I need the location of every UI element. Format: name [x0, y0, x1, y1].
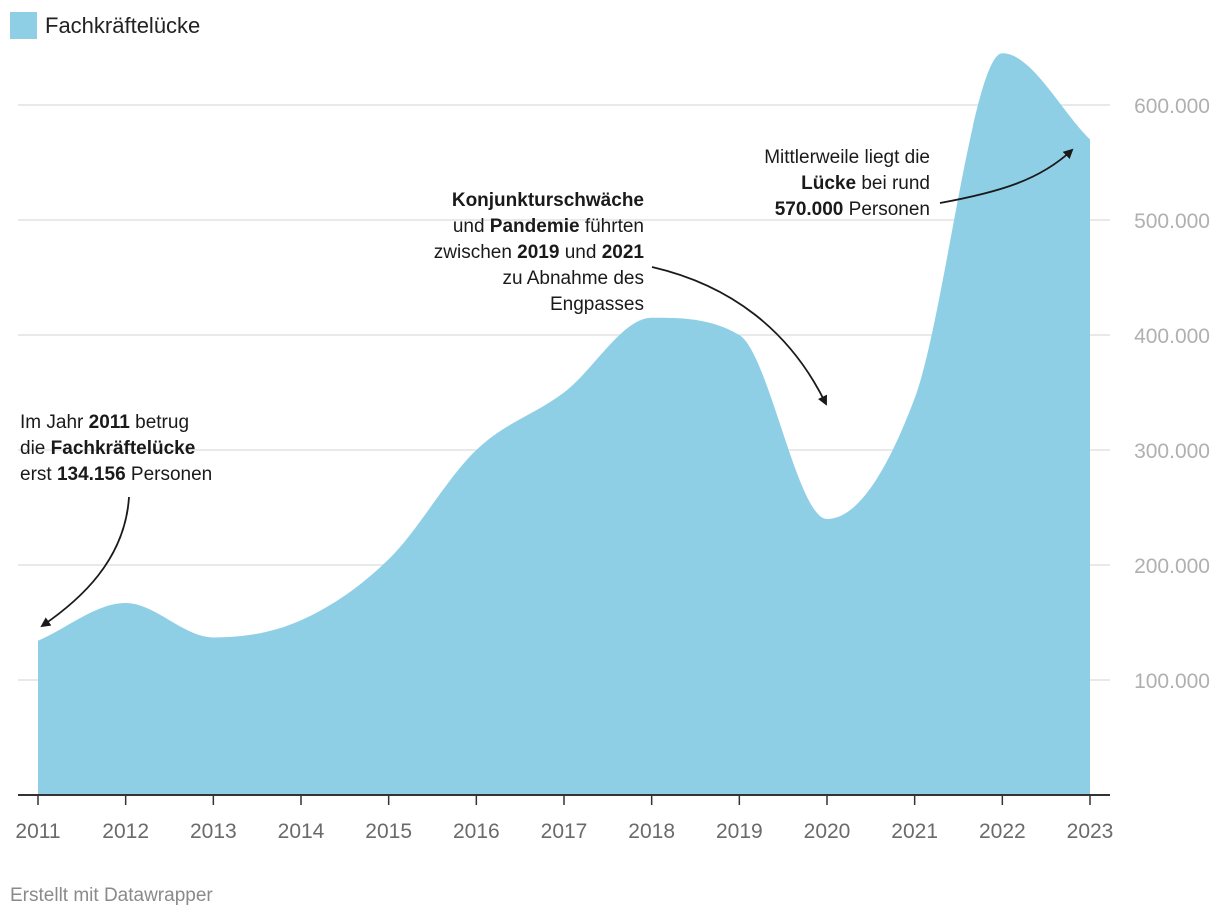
- y-tick-label: 400.000: [1134, 325, 1210, 348]
- x-tick-label: 2013: [190, 820, 237, 843]
- arrow-2023: [939, 148, 1074, 204]
- annotation-2023: Mittlerweile liegt die Lücke bei rund 57…: [764, 147, 930, 220]
- x-tick-label: 2018: [628, 820, 675, 843]
- y-tick-label: 500.000: [1134, 210, 1210, 233]
- x-tick-label: 2014: [278, 820, 325, 843]
- annotation-2019: Konjunkturschwäche und Pandemie führten …: [433, 190, 644, 315]
- arrow-2011: [40, 496, 130, 628]
- x-tick-label: 2019: [716, 820, 763, 843]
- footer-credit: Erstellt mit Datawrapper: [10, 885, 213, 906]
- legend-swatch: [10, 12, 37, 39]
- x-tick-label: 2017: [541, 820, 588, 843]
- x-tick-label: 2021: [891, 820, 938, 843]
- y-tick-label: 600.000: [1134, 95, 1210, 118]
- arrow-2019: [651, 266, 827, 406]
- y-tick-label: 300.000: [1134, 440, 1210, 463]
- x-tick-label: 2012: [102, 820, 149, 843]
- x-tick-label: 2022: [979, 820, 1026, 843]
- area-layer: [38, 53, 1090, 795]
- area-series-fachkraefteluecke: [38, 53, 1090, 795]
- x-tick-label: 2023: [1067, 820, 1114, 843]
- x-tick-label: 2016: [453, 820, 500, 843]
- annotation-2011: Im Jahr 2011 betrug die Fachkräftelücke …: [20, 412, 213, 485]
- x-axis: 2011 2012 2013 2014 2015 2016 2017 2018 2019 2020…: [15, 794, 1114, 843]
- y-tick-label: 200.000: [1134, 555, 1210, 578]
- y-tick-label: 100.000: [1134, 670, 1210, 693]
- x-tick-label: 2011: [15, 820, 60, 843]
- legend-label: Fachkräftelücke: [45, 12, 201, 38]
- x-tick-label: 2015: [365, 820, 412, 843]
- annotation-arrows: [40, 148, 1074, 628]
- y-axis: 100.000 200.000 300.000 400.000 500.000 600.0…: [1134, 95, 1210, 693]
- legend: Fachkräftelücke: [10, 12, 200, 39]
- x-tick-label: 2020: [804, 820, 851, 843]
